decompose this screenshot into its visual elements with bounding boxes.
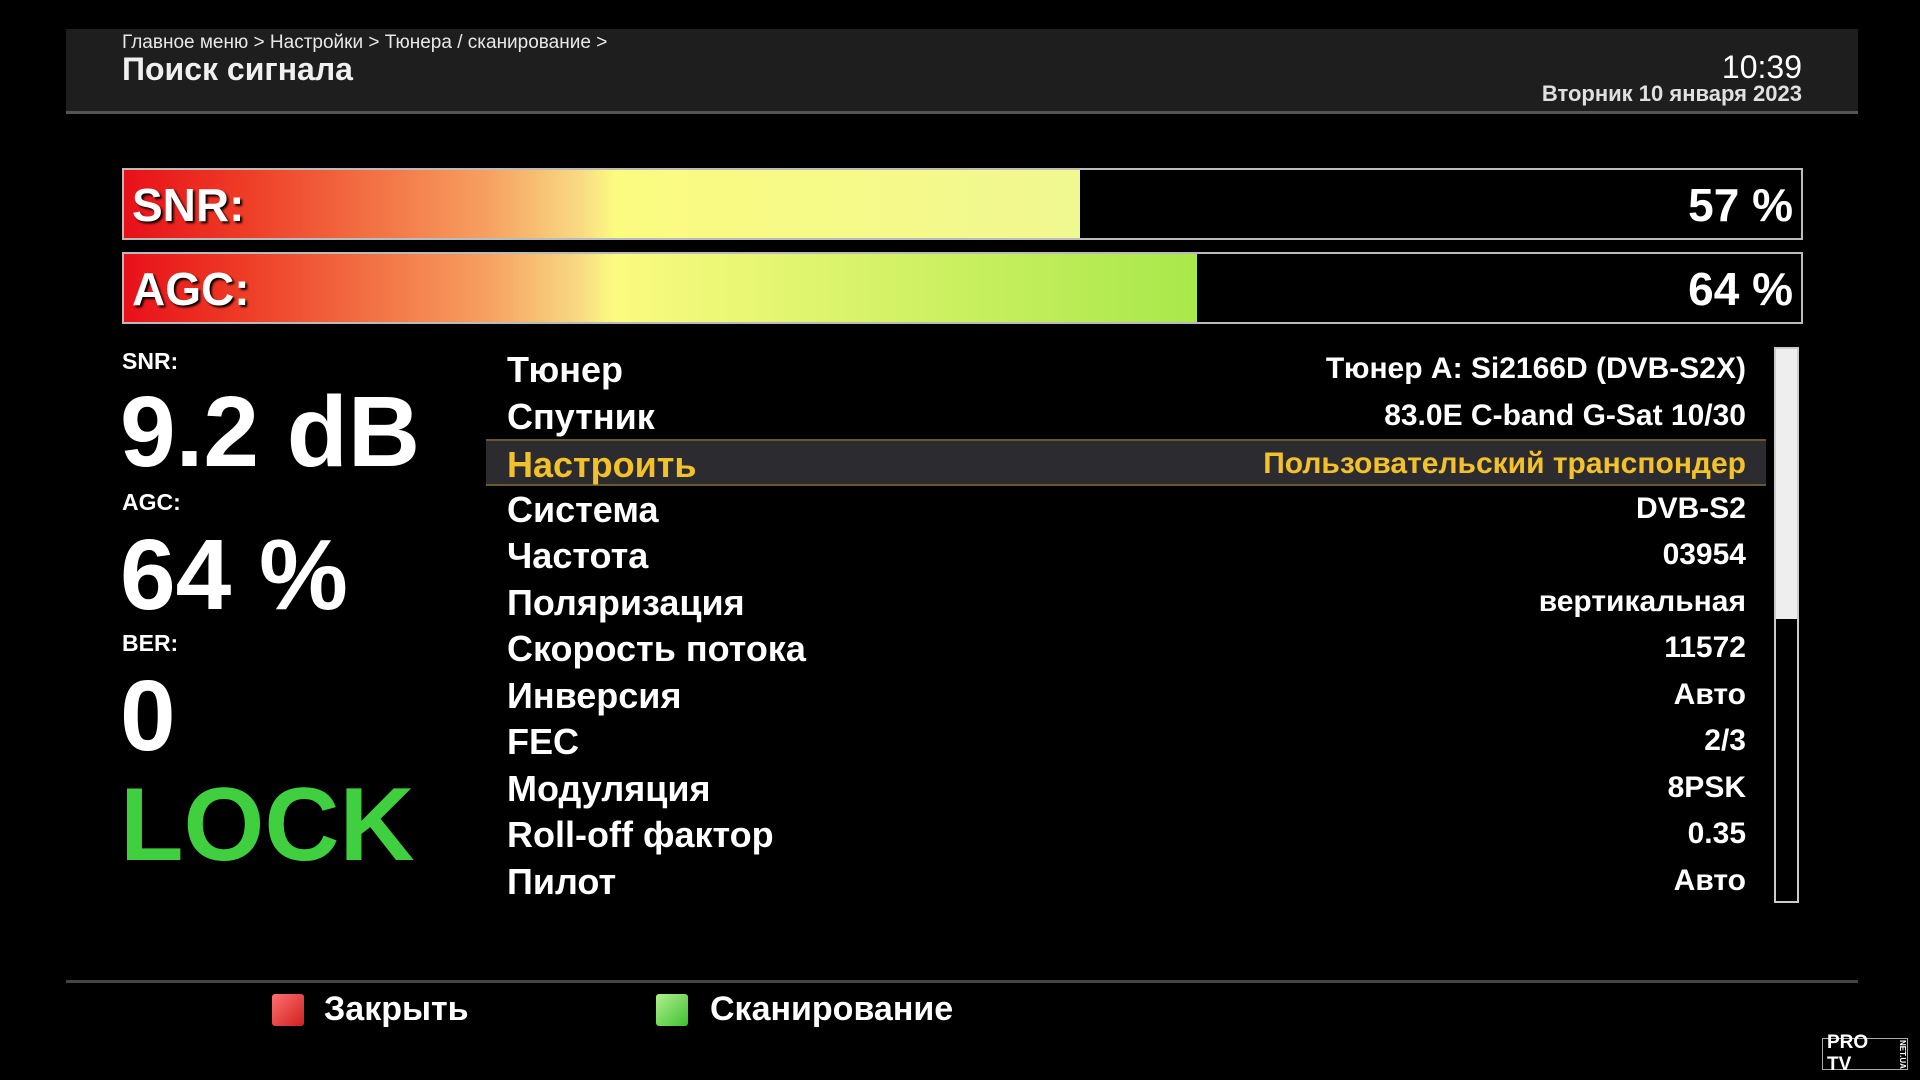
agc-value: 64 % [120, 519, 348, 631]
list-item-label: Настроить [507, 444, 697, 485]
list-item-label: Система [507, 488, 659, 530]
list-item-value: 83.0E C-band G-Sat 10/30 [1384, 398, 1746, 432]
snr-bar-fill [124, 170, 1080, 238]
list-item-label: Скорость потока [507, 628, 806, 669]
list-item-value: Авто [1673, 677, 1746, 711]
ber-value: 0 [120, 660, 176, 772]
red-key-icon [272, 994, 304, 1026]
green-key-icon [656, 994, 688, 1026]
clock-date: Вторник 10 января 2023 [1541, 81, 1802, 106]
footer-divider [66, 980, 1858, 983]
list-item-label: Пилот [507, 860, 617, 902]
list-item[interactable]: Скорость потока 11572 [486, 625, 1766, 672]
list-item-value: Пользовательский транспондер [1263, 447, 1746, 480]
scrollbar-thumb[interactable] [1776, 349, 1797, 620]
agc-label: AGC: [122, 489, 181, 515]
list-item[interactable]: Настроить Пользовательский транспондер [486, 439, 1766, 486]
watermark-logo: PRO TV NET.UA [1822, 1032, 1908, 1075]
agc-bar: AGC: 64 % [122, 252, 1803, 324]
list-item-label: Поляризация [507, 581, 745, 623]
list-item-label: FEC [507, 721, 579, 762]
list-item[interactable]: Модуляция 8PSK [486, 765, 1766, 812]
lock-status: LOCK [120, 767, 415, 883]
list-item-label: Roll-off фактор [507, 814, 774, 855]
list-item[interactable]: FEC 2/3 [486, 718, 1766, 765]
list-item[interactable]: Пилот Авто [486, 858, 1766, 905]
list-item[interactable]: Частота 03954 [486, 532, 1766, 579]
snr-bar: SNR: 57 % [122, 168, 1803, 240]
list-item-value: 11572 [1664, 631, 1746, 664]
close-button[interactable]: Закрыть [324, 990, 469, 1028]
list-item-value: Тюнер A: Si2166D (DVB-S2X) [1325, 352, 1746, 385]
list-item-value: 0.35 [1687, 817, 1746, 850]
snr-value: 9.2 dB [120, 376, 421, 488]
scan-button[interactable]: Сканирование [710, 990, 954, 1028]
list-item-label: Частота [507, 535, 649, 576]
agc-bar-label: AGC: [132, 263, 250, 315]
header: Главное меню > Настройки > Тюнера / скан… [66, 29, 1858, 114]
ber-label: BER: [122, 630, 179, 656]
agc-bar-value: 64 % [1688, 263, 1793, 315]
list-item[interactable]: Roll-off фактор 0.35 [486, 811, 1766, 858]
list-item[interactable]: Инверсия Авто [486, 672, 1766, 719]
scrollbar[interactable] [1774, 347, 1799, 903]
list-item[interactable]: Спутник 83.0E C-band G-Sat 10/30 [486, 393, 1766, 440]
list-item-label: Тюнер [507, 349, 624, 390]
list-item-value: 2/3 [1704, 724, 1746, 757]
clock-time: 10:39 [1721, 49, 1802, 85]
breadcrumb: Главное меню > Настройки > Тюнера / скан… [122, 32, 608, 53]
snr-bar-label: SNR: [132, 179, 245, 231]
tuner-settings-list: Тюнер Тюнер A: Si2166D (DVB-S2X) Спутник 83… [486, 346, 1766, 904]
watermark-sub: NET.UA [1898, 1039, 1907, 1069]
agc-bar-fill [124, 254, 1198, 322]
list-item-label: Спутник [507, 395, 655, 437]
snr-label: SNR: [122, 348, 179, 374]
page-title: Поиск сигнала [122, 51, 353, 87]
list-item-value: вертикальная [1538, 584, 1746, 618]
list-item-value: 8PSK [1667, 770, 1746, 804]
list-item-label: Модуляция [507, 767, 711, 809]
list-item-value: 03954 [1662, 538, 1746, 571]
watermark-text: PRO TV [1827, 1032, 1869, 1075]
list-item[interactable]: Тюнер Тюнер A: Si2166D (DVB-S2X) [486, 346, 1766, 393]
list-item-value: DVB-S2 [1635, 491, 1746, 525]
list-item-value: Авто [1673, 863, 1746, 897]
list-item[interactable]: Система DVB-S2 [486, 486, 1766, 533]
snr-bar-value: 57 % [1688, 179, 1793, 231]
list-item-label: Инверсия [507, 674, 682, 716]
list-item[interactable]: Поляризация вертикальная [486, 579, 1766, 626]
